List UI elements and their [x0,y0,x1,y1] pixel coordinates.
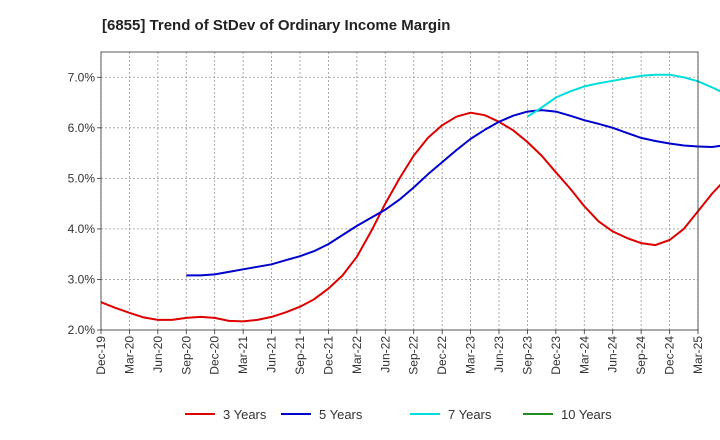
x-tick-label: Mar-21 [236,336,250,374]
y-tick-label: 4.0% [68,222,96,236]
x-tick-label: Sep-20 [179,336,193,375]
x-tick-label: Dec-19 [94,336,108,375]
x-tick-label: Jun-23 [492,336,506,373]
x-axis-ticks: Dec-19 Mar-20 Jun-20 Sep-20 Dec-20 Mar-21 Jun-… [94,330,705,375]
x-tick-label: Jun-21 [265,336,279,373]
x-tick-label: Dec-21 [321,336,335,375]
x-tick-label: Jun-20 [151,336,165,373]
y-tick-label: 3.0% [68,272,96,286]
x-tick-label: Mar-24 [577,336,591,374]
legend-label: 7 Years [448,407,492,422]
x-tick-label: Sep-24 [634,336,648,375]
y-axis-ticks: 2.0% 3.0% 4.0% 5.0% 6.0% 7.0% [68,70,101,337]
chart-title: [6855] Trend of StDev of Ordinary Income… [102,17,450,34]
series-line [186,109,720,277]
x-tick-label: Mar-25 [691,336,705,374]
x-tick-label: Jun-22 [378,336,392,373]
x-tick-label: Mar-22 [350,336,364,374]
legend-label: 5 Years [319,407,363,422]
plot-frame [100,51,699,331]
y-tick-label: 7.0% [68,70,96,84]
x-tick-label: Jun-24 [606,336,620,373]
legend-label: 3 Years [223,407,267,422]
x-tick-label: Dec-24 [663,336,677,375]
x-tick-label: Mar-20 [122,336,136,374]
grid-lines [100,52,699,331]
y-tick-label: 2.0% [68,323,96,337]
x-tick-label: Sep-23 [520,336,534,375]
y-tick-label: 6.0% [68,121,96,135]
series-lines [100,73,720,323]
series-line [526,73,720,118]
legend: 3 Years 5 Years 7 Years 10 Years [185,407,612,422]
series-line [100,111,720,323]
x-tick-label: Dec-23 [549,336,563,375]
y-tick-label: 5.0% [68,171,96,185]
x-tick-label: Mar-23 [464,336,478,374]
x-tick-label: Dec-22 [435,336,449,375]
legend-label: 10 Years [561,407,612,422]
x-tick-label: Dec-20 [208,336,222,375]
x-tick-label: Sep-21 [293,336,307,375]
x-tick-label: Sep-22 [407,336,421,375]
